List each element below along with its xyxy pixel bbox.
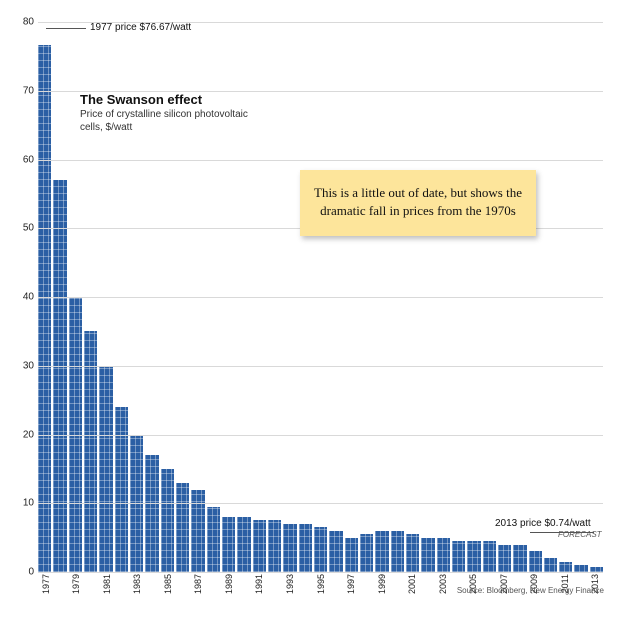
y-tick-label: 10 bbox=[10, 498, 34, 509]
swanson-chart: 1977 1979 1981 1983 1985 1987 1989 1991 1993 1995… bbox=[0, 0, 620, 623]
x-tick-label: 1987 bbox=[193, 574, 203, 594]
bar bbox=[375, 531, 388, 572]
x-tick-label: 1979 bbox=[71, 574, 81, 594]
bar bbox=[38, 45, 51, 572]
bar bbox=[115, 407, 128, 572]
x-tick-label: 1983 bbox=[132, 574, 142, 594]
x-tick-label: 2003 bbox=[438, 574, 448, 594]
bar bbox=[207, 507, 220, 572]
bar bbox=[268, 520, 281, 572]
bar bbox=[391, 531, 404, 572]
gridline bbox=[38, 160, 603, 161]
y-tick-label: 40 bbox=[10, 292, 34, 303]
callout-2013: 2013 price $0.74/watt bbox=[495, 518, 591, 529]
source-attribution: Source: Bloomberg, New Energy Finance bbox=[457, 586, 604, 595]
bar bbox=[253, 520, 266, 572]
bar bbox=[145, 455, 158, 572]
y-tick-label: 0 bbox=[10, 567, 34, 578]
gridline bbox=[38, 366, 603, 367]
bar bbox=[345, 538, 358, 572]
x-tick-label: 1989 bbox=[224, 574, 234, 594]
x-tick-label: 1997 bbox=[346, 574, 356, 594]
x-tick-label: 2001 bbox=[407, 574, 417, 594]
gridline bbox=[38, 297, 603, 298]
bar bbox=[283, 524, 296, 572]
x-tick-label: 1993 bbox=[285, 574, 295, 594]
y-tick-label: 80 bbox=[10, 17, 34, 28]
x-tick-label: 1981 bbox=[102, 574, 112, 594]
bar bbox=[222, 517, 235, 572]
bar bbox=[498, 545, 511, 573]
bar bbox=[483, 541, 496, 572]
y-tick-label: 20 bbox=[10, 429, 34, 440]
callout-1977: 1977 price $76.67/watt bbox=[90, 22, 191, 33]
y-tick-label: 30 bbox=[10, 360, 34, 371]
callout-line-1977 bbox=[46, 28, 86, 29]
bar bbox=[544, 558, 557, 572]
bar bbox=[452, 541, 465, 572]
bar bbox=[84, 331, 97, 572]
gridline bbox=[38, 572, 603, 573]
x-tick-label: 1995 bbox=[316, 574, 326, 594]
bar bbox=[437, 538, 450, 572]
bar bbox=[329, 531, 342, 572]
x-tick-label: 1991 bbox=[254, 574, 264, 594]
chart-title: The Swanson effect bbox=[80, 92, 260, 107]
chart-title-block: The Swanson effect Price of crystalline … bbox=[80, 92, 260, 134]
bar bbox=[161, 469, 174, 572]
bar bbox=[237, 517, 250, 572]
x-tick-label: 1985 bbox=[163, 574, 173, 594]
bar bbox=[314, 527, 327, 572]
bar bbox=[421, 538, 434, 572]
y-tick-label: 60 bbox=[10, 154, 34, 165]
x-tick-label: 1999 bbox=[377, 574, 387, 594]
bar bbox=[406, 534, 419, 572]
x-tick-label: 1977 bbox=[41, 574, 51, 594]
sticky-note: This is a little out of date, but shows … bbox=[300, 170, 536, 236]
bar bbox=[191, 490, 204, 573]
y-tick-label: 50 bbox=[10, 223, 34, 234]
bar bbox=[53, 180, 66, 572]
callout-2013-sub: FORECAST bbox=[558, 530, 602, 539]
y-tick-label: 70 bbox=[10, 85, 34, 96]
gridline bbox=[38, 503, 603, 504]
bar bbox=[513, 545, 526, 573]
bar bbox=[299, 524, 312, 572]
bar bbox=[529, 551, 542, 572]
chart-subtitle: Price of crystalline silicon photovoltai… bbox=[80, 109, 260, 134]
bar bbox=[176, 483, 189, 572]
bar bbox=[99, 366, 112, 572]
gridline bbox=[38, 435, 603, 436]
bar bbox=[559, 562, 572, 572]
bar bbox=[360, 534, 373, 572]
bar bbox=[574, 565, 587, 572]
bar bbox=[467, 541, 480, 572]
